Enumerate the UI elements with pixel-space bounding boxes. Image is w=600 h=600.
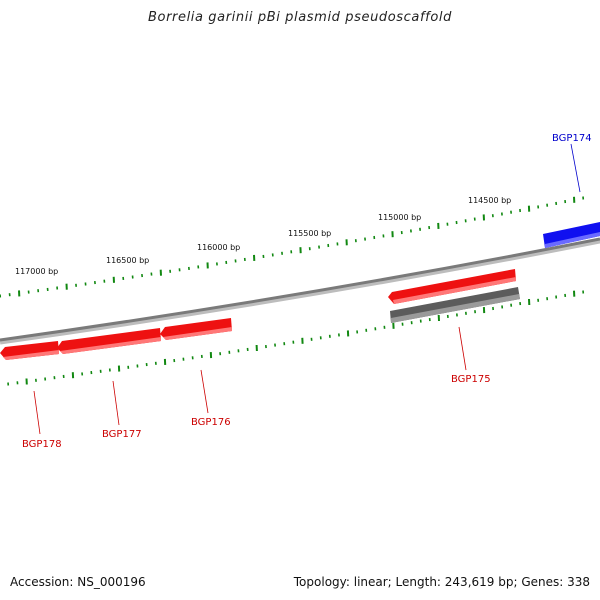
map-title: Borrelia garinii pBi plasmid pseudoscaff… [148,10,452,25]
gene-bgp175-shade [393,277,516,304]
tick-label: 116000 bp [197,243,240,252]
tick-label: 115500 bp [288,229,331,238]
gene-bgp176-arrow[interactable] [160,318,232,340]
gene-bgp175[interactable] [388,269,516,304]
gene-bgp178-shade [3,350,59,360]
gene-label-bgp176[interactable]: BGP176 [191,417,231,428]
tick-label: 114500 bp [468,196,511,205]
gene-bgp174-shade [545,232,600,248]
tick-label: 117000 bp [15,267,58,276]
upper-tick-row [0,196,585,298]
backbone-line [0,237,600,342]
gene-label-bgp174[interactable]: BGP174 [552,133,592,144]
topology-summary: Topology: linear; Length: 243,619 bp; Ge… [293,575,590,589]
tick-labels: 117000 bp 116500 bp 116000 bp 115500 bp … [15,196,511,276]
leader-bgp175 [458,326,467,371]
gene-bgp177[interactable] [57,328,161,354]
grey-block-shade [391,294,520,323]
genes-layer [0,222,600,360]
backbone-layer [0,237,600,345]
leader-bgp174 [570,143,581,193]
gene-bgp176-shade [163,327,232,340]
gene-bgp176[interactable] [160,318,232,340]
tick-label: 116500 bp [106,256,149,265]
gene-label-bgp178[interactable]: BGP178 [22,439,62,450]
accession-label: Accession: NS_000196 [10,575,146,589]
gene-bgp177-shade [60,337,161,354]
gene-bgp174[interactable] [543,222,600,248]
leader-bgp178 [33,390,41,435]
backbone-shadow [0,238,600,345]
leader-bgp177 [112,380,120,426]
tick-label: 115000 bp [378,213,421,222]
gene-bgp177-arrow[interactable] [57,328,161,354]
gene-grey-block[interactable] [390,287,520,323]
leader-bgp176 [200,369,209,414]
gene-label-bgp175[interactable]: BGP175 [451,374,491,385]
gene-labels: BGP174 BGP175 BGP176 BGP177 BGP178 [22,133,592,450]
lower-tick-row [7,290,585,386]
gene-bgp178[interactable] [0,341,59,360]
gene-label-bgp177[interactable]: BGP177 [102,429,142,440]
leader-lines [33,143,581,435]
